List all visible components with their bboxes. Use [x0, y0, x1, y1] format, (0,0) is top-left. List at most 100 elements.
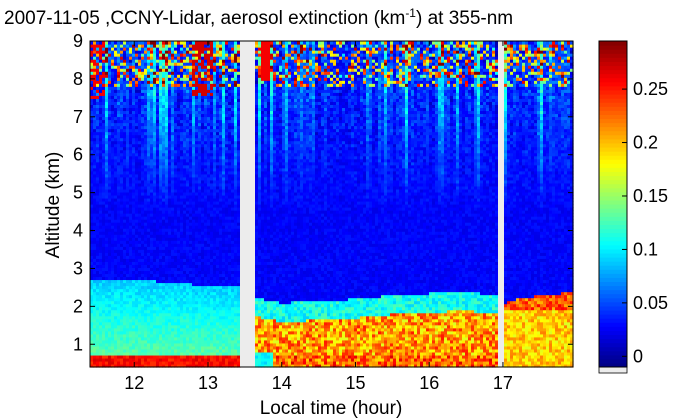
heatmap-cell: [105, 294, 109, 299]
heatmap-cell: [186, 137, 190, 142]
heatmap-cell: [123, 65, 127, 69]
heatmap-cell: [135, 297, 139, 302]
heatmap-cell: [198, 213, 202, 217]
heatmap-cell: [192, 122, 196, 127]
heatmap-cell: [219, 345, 223, 350]
heatmap-cell: [132, 336, 136, 341]
heatmap-cell: [189, 134, 193, 139]
heatmap-cell: [222, 92, 226, 96]
heatmap-cell: [162, 95, 166, 99]
heatmap-cell: [108, 113, 112, 118]
heatmap-cell: [135, 95, 139, 99]
heatmap-cell: [222, 173, 226, 178]
heatmap-cell: [198, 345, 202, 350]
heatmap-cell: [108, 92, 112, 96]
heatmap-cell: [162, 194, 166, 199]
heatmap-cell: [219, 225, 223, 229]
heatmap-cell: [165, 65, 169, 69]
heatmap-cell: [138, 89, 142, 93]
heatmap-cell: [225, 279, 229, 284]
heatmap-cell: [147, 222, 151, 226]
heatmap-cell: [189, 68, 193, 72]
heatmap-cell: [138, 56, 142, 60]
heatmap-cell: [132, 119, 136, 124]
heatmap-cell: [150, 128, 154, 133]
heatmap-cell: [195, 264, 199, 268]
heatmap-cell: [90, 279, 94, 284]
heatmap-cell: [201, 200, 205, 205]
heatmap-cell: [132, 185, 136, 190]
heatmap-cell: [120, 306, 124, 311]
heatmap-cell: [117, 312, 121, 317]
heatmap-cell: [99, 360, 103, 365]
heatmap-cell: [177, 164, 181, 169]
heatmap-cell: [180, 80, 184, 84]
heatmap-cell: [219, 258, 223, 262]
heatmap-cell: [174, 258, 178, 262]
heatmap-cell: [213, 80, 217, 84]
heatmap-cell: [219, 80, 223, 84]
heatmap-cell: [99, 158, 103, 163]
heatmap-cell: [108, 140, 112, 145]
heatmap-cell: [99, 107, 103, 112]
heatmap-cell: [204, 89, 208, 93]
heatmap-cell: [213, 339, 217, 344]
heatmap-cell: [183, 152, 187, 157]
heatmap-cell: [93, 164, 97, 169]
heatmap-cell: [111, 231, 115, 235]
heatmap-cell: [138, 137, 142, 142]
heatmap-cell: [219, 321, 223, 326]
heatmap-cell: [114, 164, 118, 169]
heatmap-cell: [177, 240, 181, 244]
heatmap-cell: [168, 146, 172, 151]
heatmap-cell: [201, 360, 205, 365]
heatmap-cell: [195, 309, 199, 314]
heatmap-cell: [117, 68, 121, 72]
heatmap-cell: [171, 131, 175, 136]
heatmap-cell: [210, 231, 214, 235]
heatmap-cell: [177, 270, 181, 275]
heatmap-cell: [96, 140, 100, 145]
heatmap-cell: [180, 219, 184, 223]
heatmap-cell: [225, 360, 229, 365]
heatmap-cell: [120, 327, 124, 332]
heatmap-cell: [177, 185, 181, 190]
heatmap-cell: [189, 89, 193, 93]
heatmap-cell: [99, 294, 103, 299]
heatmap-cell: [144, 213, 148, 217]
heatmap-cell: [222, 113, 226, 118]
heatmap-cell: [177, 89, 181, 93]
heatmap-cell: [180, 65, 184, 69]
heatmap-cell: [111, 279, 115, 284]
heatmap-cell: [204, 134, 208, 139]
heatmap-cell: [99, 363, 103, 368]
heatmap-cell: [135, 300, 139, 305]
heatmap-cell: [147, 228, 151, 232]
heatmap-cell: [114, 173, 118, 178]
heatmap-cell: [195, 351, 199, 356]
heatmap-cell: [171, 194, 175, 199]
heatmap-cell: [126, 285, 130, 290]
heatmap-cell: [189, 167, 193, 172]
heatmap-cell: [198, 170, 202, 175]
heatmap-cell: [201, 276, 205, 281]
heatmap-cell: [126, 252, 130, 256]
heatmap-cell: [93, 354, 97, 359]
heatmap-cell: [204, 282, 208, 287]
heatmap-cell: [108, 207, 112, 211]
heatmap-cell: [168, 191, 172, 196]
heatmap-cell: [123, 234, 127, 238]
heatmap-cell: [102, 249, 106, 253]
heatmap-cell: [90, 360, 94, 365]
heatmap-cell: [216, 194, 220, 199]
heatmap-cell: [210, 345, 214, 350]
heatmap-cell: [180, 107, 184, 112]
heatmap-cell: [222, 119, 226, 124]
heatmap-cell: [111, 252, 115, 256]
heatmap-cell: [168, 143, 172, 148]
heatmap-cell: [108, 191, 112, 196]
heatmap-cell: [201, 176, 205, 181]
heatmap-cell: [162, 204, 166, 208]
heatmap-cell: [162, 89, 166, 93]
heatmap-cell: [174, 351, 178, 356]
